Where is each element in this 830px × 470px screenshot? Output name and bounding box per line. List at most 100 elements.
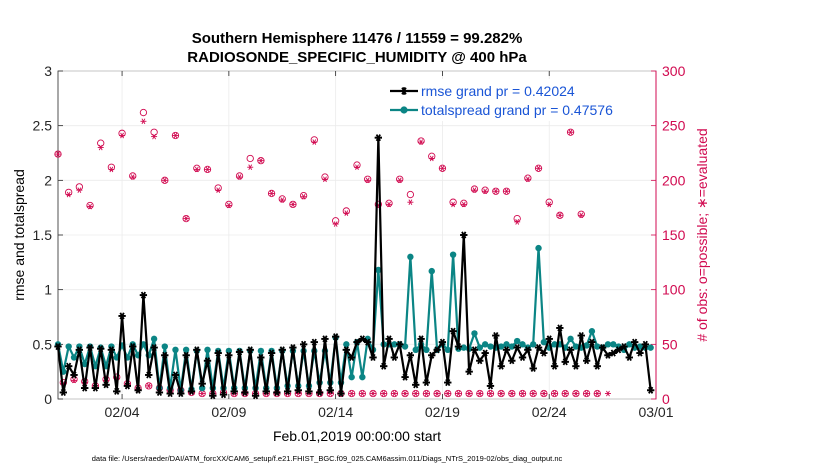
obs-count-low-evaluated-marker <box>199 390 206 397</box>
data-file-footnote: data file: /Users/raeder/DAI/ATM_forcXX/… <box>92 454 563 463</box>
rmse-point <box>150 344 158 352</box>
obs-count-evaluated-marker <box>343 210 350 216</box>
rmse-point <box>609 349 617 357</box>
obs-count-low-evaluated-marker <box>348 390 355 397</box>
obs-count-low-evaluated-marker <box>562 390 569 397</box>
totalspread-point <box>182 346 190 353</box>
rmse-point <box>332 333 340 341</box>
obs-count-low-evaluated-marker <box>604 390 611 397</box>
rmse-point <box>417 335 425 343</box>
totalspread-point <box>348 373 355 381</box>
rmse-point <box>97 345 105 353</box>
obs-count-evaluated-marker <box>311 139 318 145</box>
obs-count-possible-marker <box>321 173 329 181</box>
obs-count-low-evaluated-marker <box>540 390 547 397</box>
rmse-point <box>198 380 206 388</box>
obs-count-low-evaluated-marker <box>402 390 409 397</box>
totalspread-point <box>412 346 419 353</box>
obs-count-evaluated-marker <box>55 151 61 157</box>
rmse-point <box>545 335 553 343</box>
obs-count-evaluated-marker <box>535 165 542 172</box>
y-axis-left-label: rmse and totalspread <box>11 169 27 301</box>
obs-count-possible-marker <box>118 129 126 137</box>
rmse-point <box>502 346 511 354</box>
totalspread-point <box>508 343 516 350</box>
rmse-point <box>118 312 126 320</box>
rmse-point <box>374 134 382 142</box>
obs-count-evaluated-marker <box>97 144 104 151</box>
totalspread-point <box>359 373 366 381</box>
obs-count-low-possible-marker <box>572 389 580 398</box>
obs-count-evaluated-marker <box>396 177 403 184</box>
obs-count-evaluated-marker <box>279 197 286 203</box>
x-axis-label: Feb.01,2019 00:00:00 start <box>273 428 441 444</box>
rmse-point <box>134 386 142 394</box>
rmse-point <box>406 351 414 359</box>
x-tick-label: 02/04 <box>105 404 140 420</box>
totalspread-point <box>428 267 435 275</box>
obs-count-low-possible-marker <box>444 389 452 398</box>
totalspread-point <box>81 360 88 368</box>
rmse-point <box>209 392 217 400</box>
obs-count-low-evaluated-marker <box>466 390 473 397</box>
totalspread-point <box>70 354 78 361</box>
y-left-tick-label: 2 <box>44 172 52 188</box>
totalspread-point <box>594 343 601 350</box>
obs-count-low-evaluated-marker <box>530 390 537 397</box>
rmse-point <box>294 386 302 394</box>
rmse-point <box>102 381 110 389</box>
obs-count-evaluated-marker <box>503 188 510 195</box>
obs-count-possible-marker <box>385 199 393 207</box>
rmse-point <box>123 382 132 390</box>
totalspread-point <box>610 341 617 348</box>
totalspread-point <box>172 346 179 353</box>
legend-spread-label: totalspread grand pr = 0.47576 <box>421 102 613 118</box>
y-left-tick-label: 1.5 <box>33 227 53 243</box>
rmse-point <box>348 353 356 362</box>
obs-count-low-possible-marker <box>454 389 463 398</box>
rmse-point <box>486 382 495 390</box>
rmse-point <box>59 388 67 397</box>
rmse-point <box>193 346 201 354</box>
obs-count-low-evaluated-marker <box>572 390 579 397</box>
rmse-point <box>631 338 639 346</box>
obs-count-evaluated-marker <box>556 212 563 219</box>
rmse-point <box>107 346 115 354</box>
obs-count-evaluated-marker <box>546 201 553 208</box>
y-right-tick-label: 150 <box>662 227 686 243</box>
rmse-series <box>54 134 655 400</box>
rmse-point <box>257 353 265 362</box>
rmse-point <box>177 389 185 398</box>
obs-count-possible-marker <box>438 164 447 172</box>
totalspread-point <box>476 344 484 351</box>
obs-count-evaluated-marker <box>567 129 574 136</box>
obs-count-possible-marker <box>257 157 265 165</box>
rmse-point <box>385 335 393 343</box>
rmse-point <box>342 346 350 354</box>
x-tick-label: 02/24 <box>532 404 567 420</box>
legend-rmse-marker <box>400 87 408 95</box>
rmse-point <box>470 346 479 354</box>
rmse-point <box>593 362 601 370</box>
rmse-point <box>647 386 655 394</box>
obs-count-low-evaluated-marker <box>412 390 419 397</box>
rmse-point <box>412 381 420 389</box>
chart-title-line2: RADIOSONDE_SPECIFIC_HUMIDITY @ 400 hPa <box>187 49 527 66</box>
rmse-point <box>81 384 89 392</box>
rmse-point <box>129 342 137 351</box>
obs-count-possible-marker <box>364 175 372 183</box>
obs-count-evaluated-marker <box>129 174 136 180</box>
obs-count-low-possible-marker <box>582 389 591 398</box>
obs-count-possible-marker <box>417 137 425 145</box>
obs-count-evaluated-marker <box>514 219 521 225</box>
rmse-point <box>358 335 366 343</box>
obs-count-evaluated-marker <box>151 133 158 140</box>
obs-count-possible-marker <box>182 214 190 223</box>
totalspread-point <box>65 343 72 350</box>
obs-count-evaluated-marker <box>407 199 414 206</box>
rmse-point <box>219 391 228 399</box>
rmse-point <box>321 335 329 343</box>
y-right-tick-label: 250 <box>662 118 686 134</box>
obs-count-low-evaluated-marker <box>423 390 430 397</box>
rmse-point <box>225 351 233 359</box>
